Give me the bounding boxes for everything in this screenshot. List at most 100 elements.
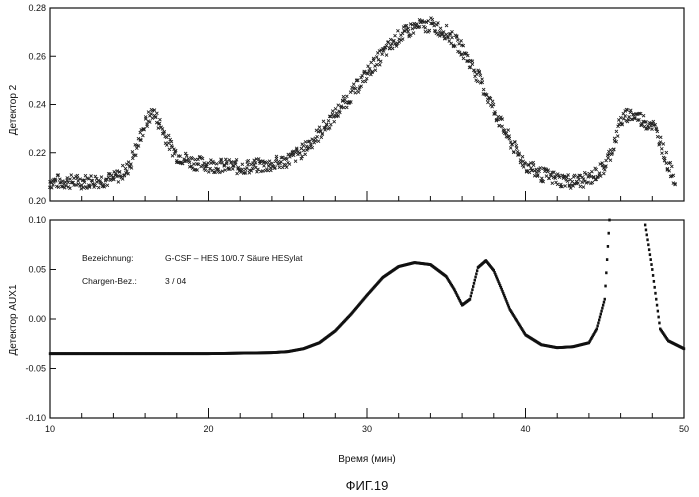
top-data-point	[321, 119, 326, 124]
top-data-point	[517, 151, 522, 156]
top-data-point	[153, 115, 158, 120]
top-data-point	[256, 167, 260, 172]
top-data-point	[601, 171, 606, 176]
bottom-data-point	[460, 302, 463, 305]
top-data-point	[388, 37, 393, 42]
bottom-data-point	[648, 253, 652, 257]
top-data-point	[371, 56, 376, 61]
bottom-data-point	[651, 268, 654, 271]
top-data-point	[115, 169, 120, 173]
top-data-point	[520, 154, 525, 159]
top-data-point	[408, 33, 413, 38]
top-data-point	[577, 177, 581, 182]
bottom-data-point	[647, 243, 650, 247]
top-data-point	[625, 108, 630, 112]
top-data-point	[340, 99, 345, 103]
top-data-point	[492, 112, 496, 116]
top-data-point	[217, 170, 222, 175]
top-data-point	[584, 172, 588, 176]
top-data-point	[353, 86, 358, 91]
top-data-point	[660, 151, 664, 155]
top-data-point	[74, 183, 78, 187]
top-data-point	[184, 153, 189, 158]
top-data-point	[331, 115, 336, 119]
bottom-y-axis-label: Детектор AUX1	[8, 284, 19, 355]
bottom-data-point	[456, 295, 460, 299]
bottom-data-point	[605, 271, 608, 275]
top-data-point	[534, 170, 539, 175]
top-data-point	[669, 164, 674, 169]
top-data-point	[99, 175, 104, 179]
bottom-data-point	[600, 309, 603, 313]
top-data-point	[563, 184, 568, 188]
top-data-point	[68, 177, 72, 181]
top-data-point	[393, 33, 397, 38]
top-data-point	[258, 161, 262, 166]
top-data-point	[488, 96, 493, 101]
top-data-point	[620, 122, 624, 127]
top-data-point	[366, 64, 370, 68]
bottom-data-point	[469, 294, 473, 298]
bottom-data-point	[596, 324, 599, 328]
top-data-point	[374, 55, 379, 59]
top-data-point	[96, 185, 101, 190]
top-data-point	[436, 21, 440, 25]
top-data-point	[60, 179, 65, 183]
top-data-point	[146, 110, 151, 114]
top-data-point	[404, 23, 409, 28]
top-data-point	[220, 169, 225, 174]
top-data-point	[313, 139, 318, 143]
bottom-y-tick-label: 0.10	[28, 215, 46, 225]
bottom-y-tick-label: 0.00	[28, 314, 46, 324]
top-data-point	[500, 124, 504, 129]
top-data-point	[531, 163, 536, 168]
bottom-data-point	[499, 286, 503, 289]
top-data-point	[504, 131, 509, 136]
top-data-point	[320, 132, 325, 137]
bottom-data-point	[506, 303, 510, 307]
top-data-point	[260, 159, 265, 163]
top-data-point	[70, 180, 75, 185]
top-data-point	[506, 128, 511, 132]
top-data-point	[269, 168, 273, 173]
bottom-data-point	[658, 321, 661, 325]
top-data-point	[460, 52, 464, 56]
top-data-point	[323, 128, 327, 132]
top-data-point	[549, 174, 553, 178]
top-data-point	[359, 84, 364, 88]
bottom-data-point	[506, 301, 509, 305]
top-data-point	[130, 156, 135, 161]
top-data-point	[497, 124, 502, 128]
figure-caption: ФИГ.19	[346, 478, 389, 493]
top-data-point	[597, 171, 602, 175]
top-data-point	[129, 166, 134, 170]
top-data-point	[433, 28, 437, 33]
top-data-point	[457, 41, 461, 46]
bottom-data-point	[656, 309, 660, 313]
top-data-point	[273, 166, 277, 170]
top-data-point	[465, 53, 470, 58]
top-data-point	[662, 158, 667, 163]
bottom-data-point	[474, 275, 477, 279]
top-data-point	[319, 135, 324, 140]
bottom-data-point	[453, 289, 457, 293]
top-data-point	[139, 128, 144, 132]
top-data-point	[406, 26, 411, 31]
bottom-data-point	[493, 270, 496, 274]
bottom-data-point	[498, 282, 501, 286]
top-data-point	[155, 111, 159, 116]
bottom-data-point	[475, 269, 479, 273]
top-data-point	[444, 32, 449, 37]
top-data-point	[581, 185, 586, 189]
top-data-point	[417, 25, 422, 29]
top-data-point	[502, 128, 507, 133]
top-data-point	[57, 177, 62, 182]
top-data-point	[126, 172, 131, 176]
top-data-point	[628, 110, 633, 115]
top-data-point	[161, 131, 166, 135]
top-data-point	[75, 176, 80, 180]
top-data-point	[138, 130, 143, 135]
top-data-point	[338, 110, 342, 115]
top-y-tick-label: 0.26	[28, 51, 46, 61]
top-data-point	[119, 174, 123, 178]
